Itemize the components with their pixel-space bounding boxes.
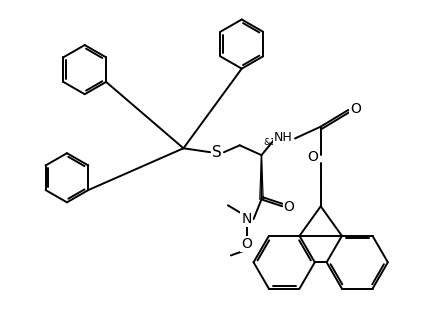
Text: O: O xyxy=(308,150,318,164)
Text: O: O xyxy=(241,236,252,251)
Text: O: O xyxy=(350,102,361,116)
Text: O: O xyxy=(284,200,294,214)
Text: &1: &1 xyxy=(264,138,276,147)
Text: N: N xyxy=(242,212,252,226)
Text: S: S xyxy=(212,145,222,160)
Text: NH: NH xyxy=(274,131,293,144)
